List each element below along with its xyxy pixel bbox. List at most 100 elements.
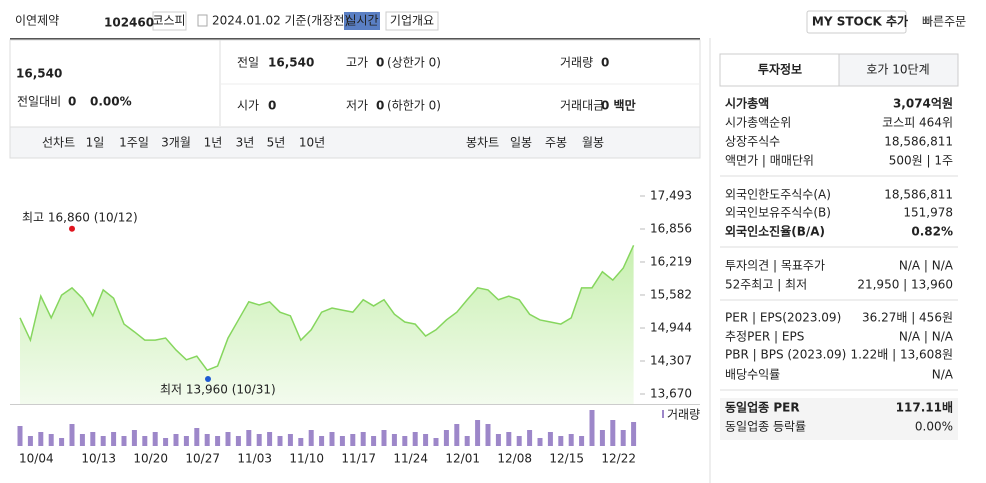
volume-bar xyxy=(381,430,387,446)
period-tab[interactable]: 1년 xyxy=(204,136,223,150)
period-tab[interactable]: 3년 xyxy=(236,136,255,150)
candle-tab[interactable]: 주봉 xyxy=(545,136,567,150)
candle-tab[interactable]: 월봉 xyxy=(582,136,604,150)
volume-bar xyxy=(568,434,574,446)
realtime[interactable]: 실시간 xyxy=(345,14,378,28)
info-value: 18,586,811 xyxy=(884,135,953,149)
volume-bar xyxy=(235,436,241,446)
x-tick-label: 12/15 xyxy=(549,452,584,466)
candle-tab[interactable]: 일봉 xyxy=(510,136,532,150)
volume-bar xyxy=(391,434,397,446)
volume-bar xyxy=(90,432,96,446)
y-tick-label: 16,219 xyxy=(650,254,692,268)
volume-bar xyxy=(79,434,85,446)
quote-label: 저가 xyxy=(346,99,368,113)
volume-bar xyxy=(631,422,637,446)
volume-bar xyxy=(100,436,106,446)
period-tab[interactable]: 3개월 xyxy=(161,136,191,150)
volume-bar xyxy=(412,432,418,446)
quick-order[interactable]: 빠른주문 xyxy=(922,15,966,29)
active-tab[interactable] xyxy=(719,53,840,87)
volume-bar xyxy=(194,428,200,446)
period-tab[interactable]: 1일 xyxy=(86,136,105,150)
info-tab[interactable]: 투자정보 xyxy=(758,62,802,77)
x-tick-label: 10/13 xyxy=(81,452,116,466)
period-tab[interactable]: 5년 xyxy=(267,136,286,150)
volume-bar xyxy=(121,436,127,446)
volume-bar xyxy=(610,420,616,446)
volume-bar xyxy=(27,436,33,446)
company[interactable]: 기업개요 xyxy=(390,14,434,28)
volume-bar xyxy=(527,430,533,446)
volume-bar xyxy=(495,434,501,446)
info-label: 시가총액 xyxy=(725,96,769,111)
info-value: 3,074억원 xyxy=(893,97,953,111)
info-value: 500원 | 1주 xyxy=(889,154,953,168)
info-value: N/A | N/A xyxy=(899,330,954,344)
y-tick-label: 16,856 xyxy=(650,221,692,235)
mystock[interactable]: MY STOCK 추가 xyxy=(812,14,908,29)
volume-bar xyxy=(339,436,345,446)
info-label: 상장주식수 xyxy=(725,135,780,149)
volume-bar xyxy=(111,432,117,446)
info-label: 동일업종 PER xyxy=(725,401,800,415)
volume-bar xyxy=(17,426,23,446)
info-value: 코스피 464위 xyxy=(882,116,953,130)
volume-legend xyxy=(662,410,664,418)
stock-name: 이연제약 xyxy=(15,13,59,28)
volume-bar xyxy=(215,436,221,446)
volume-bar xyxy=(173,434,179,446)
volume-bar xyxy=(620,430,626,446)
volume-bar xyxy=(485,424,491,446)
volume-bar xyxy=(589,410,595,446)
volume-bar xyxy=(371,436,377,446)
quote-note: (하한가 0) xyxy=(387,99,441,113)
volume-bar xyxy=(38,432,44,446)
volume-bar xyxy=(152,432,158,446)
info-label: 외국인소진율(B/A) xyxy=(725,224,825,239)
info-value: 151,978 xyxy=(903,206,953,220)
quote-value: 0 xyxy=(601,56,609,70)
tab-label: 선차트 xyxy=(42,136,75,150)
y-tick-label: 13,670 xyxy=(650,387,692,401)
x-tick-label: 11/03 xyxy=(237,452,272,466)
quote-label: 전일 xyxy=(237,56,259,70)
volume-bar xyxy=(475,420,481,446)
quote-value: 0 백만 xyxy=(601,98,636,113)
quote-label: 고가 xyxy=(346,56,368,70)
volume-bar xyxy=(267,432,273,446)
info-tab[interactable]: 호가 10단계 xyxy=(866,63,929,77)
quote-value: 16,540 xyxy=(268,56,314,70)
x-tick-label: 12/22 xyxy=(601,452,636,466)
period-tab[interactable]: 1주일 xyxy=(119,136,149,150)
badge[interactable] xyxy=(344,12,380,30)
info-label: 추정PER | EPS xyxy=(725,330,804,344)
volume-bar xyxy=(183,436,189,446)
tab-label: 봉차트 xyxy=(466,136,499,150)
volume-bar xyxy=(298,438,304,446)
info-label: 동일업종 등락률 xyxy=(725,420,806,434)
current-price: 16,540 xyxy=(16,67,62,81)
volume-bar xyxy=(329,432,335,446)
volume-bar xyxy=(360,432,366,446)
volume-bar xyxy=(506,432,512,446)
info-value: 18,586,811 xyxy=(884,188,953,202)
mystock-button[interactable] xyxy=(806,10,907,34)
volume-bar xyxy=(225,432,231,446)
x-tick-label: 11/24 xyxy=(393,452,428,466)
stock-code: 102460 xyxy=(104,16,154,30)
volume-label: 거래량 xyxy=(667,408,700,422)
rate: 0.00% xyxy=(90,95,132,109)
price-line xyxy=(19,245,635,372)
info-label: 투자의견 | 목표주가 xyxy=(725,259,825,273)
volume-bar xyxy=(308,430,314,446)
badge[interactable] xyxy=(385,11,439,31)
y-tick-label: 17,493 xyxy=(650,189,692,203)
info-value: N/A xyxy=(932,368,954,382)
volume-bar xyxy=(423,434,429,446)
info-value: 21,950 | 13,960 xyxy=(857,278,953,292)
period-tab[interactable]: 10년 xyxy=(299,136,325,150)
tab-bar xyxy=(9,126,701,159)
quote-value: 0 xyxy=(376,99,384,113)
